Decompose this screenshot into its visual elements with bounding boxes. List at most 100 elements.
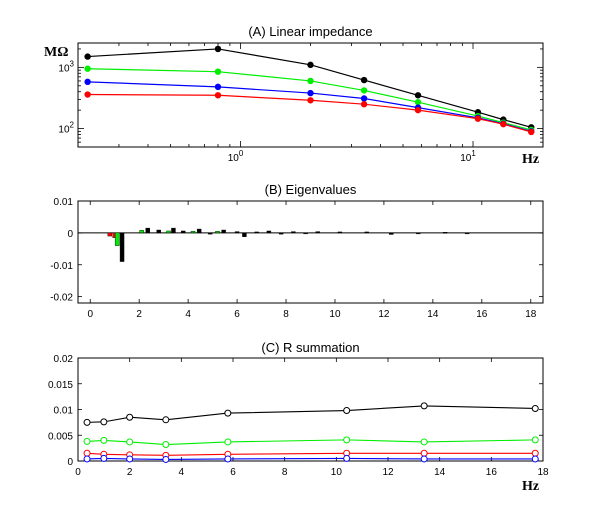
- panel-c-point-green: [343, 436, 351, 444]
- panel-b-bar: [337, 231, 343, 234]
- panel-a-title: (A) Linear impedance: [248, 24, 372, 39]
- panel-a-point-blue: [360, 95, 368, 102]
- panel-b-xtick-label: 18: [525, 309, 537, 320]
- panel-c-point-green: [100, 436, 108, 444]
- panel-c-line-green: [87, 439, 536, 446]
- panel-a-line-blue: [87, 81, 532, 132]
- panel-b-xtick-label: 8: [283, 309, 289, 320]
- panel-b-bar: [221, 229, 226, 234]
- panel-c-point-blue: [83, 455, 91, 463]
- panel-b-title: (B) Eigenvalues: [265, 182, 357, 197]
- panel-c-line-blue: [87, 457, 536, 461]
- panel-a-point-red: [84, 91, 91, 98]
- panel-b-bar: [464, 232, 470, 235]
- panel-c-point-green: [420, 438, 428, 446]
- panel-b-ytick-label: 0: [67, 229, 73, 240]
- panel-b-bar: [303, 232, 308, 235]
- panel-b-xtick-label: 2: [136, 309, 142, 320]
- panel-a-point-red: [500, 120, 507, 128]
- panel-c-point-red: [420, 449, 428, 457]
- panel-c-point-black: [126, 413, 134, 421]
- panel-c-ytick-label: 0.005: [48, 431, 73, 442]
- panel-b-bar: [278, 232, 284, 235]
- panel-c-xtick-label: 16: [486, 467, 498, 478]
- panel-b-bar: [156, 229, 161, 234]
- panel-b-bar: [254, 231, 259, 234]
- panel-c-point-blue: [420, 455, 428, 463]
- panel-c-point-red: [531, 449, 539, 457]
- panel-c-point-red: [83, 449, 91, 457]
- panel-a-point-green: [360, 87, 368, 94]
- panel-c-point-blue: [162, 455, 170, 463]
- panel-c-frame: [77, 357, 544, 462]
- panel-c-point-blue: [531, 455, 539, 463]
- panel-b-frame: [77, 200, 544, 304]
- panel-a-point-black: [307, 61, 314, 69]
- panel-b-bar: [442, 232, 448, 234]
- panel-c-xtick-label: 4: [179, 467, 185, 478]
- panel-a-ytick-label: 102: [58, 121, 74, 136]
- panel-b-eigenvalues: (B) Eigenvalues 0 2 4 6 8 10 12 14 16 18 0.01 0 -0.01…: [50, 182, 544, 320]
- panel-b-bar: [190, 231, 196, 234]
- panel-a-point-red: [528, 128, 535, 136]
- panel-c-point-blue: [100, 454, 108, 462]
- panel-b-bar: [114, 232, 120, 246]
- panel-b-xtick-label: 14: [427, 309, 439, 320]
- panel-a-point-green: [414, 98, 422, 106]
- panel-c-xtick-label: 10: [331, 467, 343, 478]
- panel-c-ytick-label: 0.01: [54, 406, 74, 417]
- panel-c-point-black: [162, 416, 170, 424]
- panel-a-point-green: [214, 68, 222, 75]
- panel-b-bar: [196, 228, 202, 234]
- panel-b-bar: [234, 231, 240, 234]
- panel-c-xtick-label: 12: [382, 467, 394, 478]
- panel-b-xtick-label: 4: [185, 309, 191, 320]
- panel-c-point-blue: [224, 455, 232, 463]
- panel-c-xtick-label: 8: [282, 467, 288, 478]
- panel-c-line-red: [87, 452, 536, 456]
- panel-a-ytick-label: 103: [58, 59, 74, 74]
- panel-a-point-red: [214, 92, 222, 99]
- panel-a-line-red: [87, 93, 532, 133]
- panel-b-bar: [181, 230, 186, 234]
- panel-a-point-black: [214, 45, 222, 53]
- panel-b-bar: [364, 231, 369, 234]
- panel-a-point-black: [360, 76, 368, 84]
- panel-b-ytick-label: -0.01: [50, 261, 73, 272]
- panel-c-xtick-label: 6: [230, 467, 236, 478]
- panel-c-point-black: [343, 407, 351, 415]
- panel-c-point-black: [420, 402, 428, 410]
- panel-c-xtick-label: 2: [127, 467, 133, 478]
- panel-b-ytick-label: -0.02: [50, 293, 73, 304]
- panel-b-ytick-label: 0.01: [54, 197, 74, 208]
- panel-a-line-black: [87, 48, 532, 128]
- panel-b-bar: [315, 231, 321, 234]
- panel-b-bar: [215, 231, 220, 234]
- panel-c-ytick-label: 0.015: [48, 380, 73, 391]
- panel-a-point-red: [474, 115, 482, 122]
- panel-c-point-black: [100, 418, 108, 426]
- panel-a-point-green: [84, 65, 91, 72]
- panel-c-point-green: [162, 441, 170, 449]
- panel-b-bar: [389, 232, 394, 235]
- panel-a-point-black: [84, 53, 91, 60]
- panel-c-point-black: [531, 404, 539, 412]
- panel-a-ylabel: MΩ: [44, 45, 68, 60]
- panel-c-xtick-label: 0: [75, 467, 81, 478]
- panel-b-xtick-label: 16: [476, 309, 488, 320]
- panel-c-xtick-label: 18: [537, 467, 549, 478]
- panel-c-point-green: [126, 438, 134, 446]
- panel-c-point-black: [83, 418, 91, 426]
- panel-c-point-green: [224, 438, 232, 446]
- panel-c-point-black: [224, 409, 232, 417]
- panel-a-point-blue: [84, 78, 91, 86]
- panel-a-point-red: [414, 106, 422, 114]
- panel-c-point-blue: [343, 454, 351, 462]
- panel-a-xtick-label: 101: [460, 149, 476, 164]
- panel-a-line-green: [87, 68, 532, 131]
- panel-c-point-green: [83, 437, 91, 445]
- panel-c-ytick-label: 0: [67, 457, 73, 468]
- panel-c-r-summation: (C) R summation 0 2 4 6 8 10 12 14 16 18 0.02 0.015 0…: [48, 340, 549, 494]
